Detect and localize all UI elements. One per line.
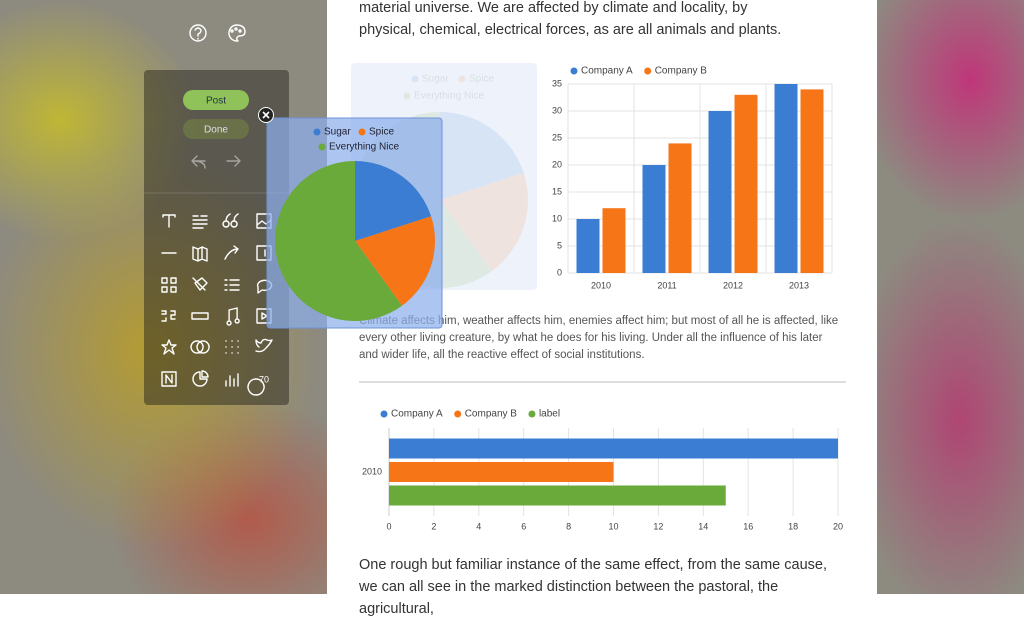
tool-icon[interactable] [225, 373, 239, 387]
close-icon [262, 111, 270, 119]
y-tick-label: 15 [552, 186, 562, 196]
legend-label: Company A [581, 66, 633, 77]
x-tick-label: 16 [743, 521, 753, 531]
tool-icon[interactable] [192, 215, 208, 229]
legend-dot [358, 128, 366, 136]
post-button[interactable] [183, 90, 249, 110]
legend-dot [644, 67, 652, 75]
legend-dot [570, 67, 578, 75]
x-tick-label: 20 [833, 521, 843, 531]
bar [708, 111, 732, 273]
legend-label: Spice [369, 127, 394, 138]
legend-label: Everything Nice [329, 142, 399, 153]
tool-icon[interactable] [225, 340, 239, 354]
x-tick-label: 14 [698, 521, 708, 531]
x-tick-label: 8 [566, 521, 571, 531]
bar [389, 462, 614, 482]
bar [389, 485, 726, 506]
tool-icon[interactable] [224, 279, 240, 291]
tool-icon[interactable] [162, 214, 176, 228]
dragged-pie-chart[interactable]: Sugar Spice Everything Nice [258, 107, 443, 329]
tool-icon[interactable] [222, 213, 239, 228]
redo-icon[interactable] [226, 155, 241, 167]
ghost-pie-slice [440, 172, 528, 272]
x-tick-label: 12 [653, 521, 663, 531]
tool-icon[interactable] [161, 371, 177, 387]
tool-icon[interactable] [161, 310, 176, 322]
done-button[interactable] [183, 119, 249, 139]
done-label[interactable]: Done [204, 125, 228, 136]
badge-icon-label[interactable]: 70 [259, 374, 269, 384]
y-tick-label: 20 [552, 159, 562, 169]
legend-label: label [539, 409, 560, 420]
tool-icon[interactable] [161, 339, 177, 355]
tool-icon[interactable] [192, 246, 208, 262]
legend-label: Company B [655, 66, 708, 77]
tool-icon[interactable] [192, 277, 208, 291]
x-tick-label: 4 [476, 521, 481, 531]
tool-icon[interactable] [247, 378, 265, 396]
y-tick-label: 35 [552, 78, 562, 88]
y-tick-label: 2010 [362, 466, 382, 476]
tool-icon[interactable] [190, 340, 210, 354]
pie-slice [355, 161, 432, 241]
x-tick-label: 2011 [657, 280, 676, 290]
x-tick-label: 2010 [591, 280, 611, 290]
legend-dot [528, 410, 536, 418]
bar [576, 219, 600, 273]
x-tick-label: 2012 [723, 280, 743, 290]
legend-dot [380, 410, 388, 418]
ghost-legend-dot [403, 92, 411, 100]
x-tick-label: 0 [386, 521, 391, 531]
tool-icon[interactable] [255, 338, 273, 353]
ghost-legend-dot [411, 75, 419, 83]
tool-icon[interactable] [224, 245, 239, 260]
tool-icon[interactable] [161, 277, 177, 293]
y-tick-label: 25 [552, 132, 562, 142]
ghost-pie-slice [440, 112, 524, 200]
x-tick-label: 18 [788, 521, 798, 531]
legend-label: Sugar [324, 127, 351, 138]
x-tick-label: 10 [608, 521, 618, 531]
undo-icon[interactable] [191, 155, 206, 169]
paragraph: material universe. We are affected by cl… [359, 0, 782, 38]
ghost-legend-dot [458, 75, 466, 83]
x-tick-label: 2 [431, 521, 436, 531]
bar [668, 143, 692, 273]
pie-slice [275, 161, 403, 321]
y-tick-label: 5 [557, 240, 562, 250]
ghost-legend-label: Sugar [422, 74, 449, 85]
tool-icon[interactable] [226, 307, 240, 326]
toolbar-panel [144, 70, 289, 405]
post-label[interactable]: Post [206, 96, 226, 107]
x-tick-label: 2013 [789, 280, 809, 290]
ghost-legend-label: Everything Nice [414, 91, 484, 102]
bar [800, 89, 824, 274]
legend-label: Company B [465, 409, 518, 420]
bar [602, 208, 626, 273]
y-tick-label: 30 [552, 105, 562, 115]
tool-icon[interactable] [191, 312, 209, 320]
caption: Climate affects him, weather affects him… [359, 315, 839, 361]
legend-label: Company A [391, 409, 443, 420]
bar [734, 94, 758, 273]
ghost-legend-label: Spice [469, 74, 494, 85]
legend-dot [454, 410, 462, 418]
y-tick-label: 0 [557, 267, 562, 277]
legend-dot [318, 143, 326, 151]
bar [774, 84, 798, 273]
bar [642, 165, 666, 273]
x-tick-label: 6 [521, 521, 526, 531]
palette-icon[interactable] [228, 24, 246, 42]
tool-icon[interactable] [192, 370, 209, 387]
pie-slice [355, 216, 436, 306]
help-icon[interactable] [189, 24, 207, 42]
bar [389, 438, 838, 459]
legend-dot [313, 128, 321, 136]
y-tick-label: 10 [552, 213, 562, 223]
